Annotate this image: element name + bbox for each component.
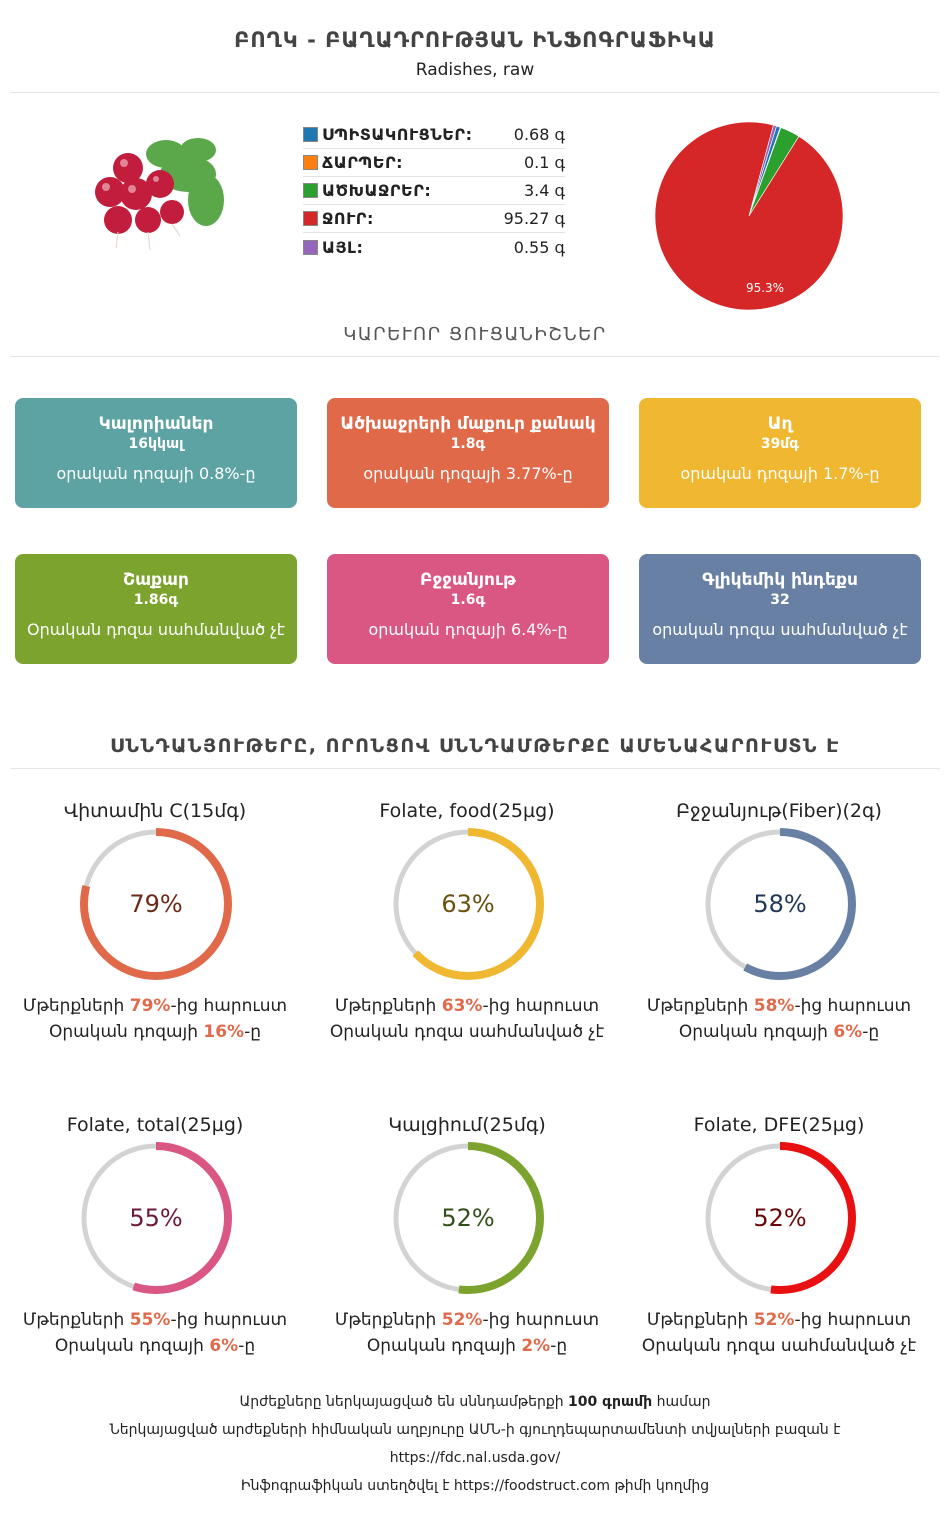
nutrient-daily-line: Օրական դոզայի 6%-ը [678,1022,880,1042]
ring-percent-label: 79% [129,890,183,918]
indicator-card: Ածխաջրերի մաքուր քանակ 1.8գ օրական դոզայի … [327,398,609,508]
nutrient-title: Folate, DFE(25µg) [693,1114,865,1136]
nutrient-daily-line: Օրական դոզա սահմանված չէ [329,1022,605,1042]
nutrient-daily-line: Օրական դոզայի 2%-ը [366,1336,568,1356]
card-amount: 16կկալ [128,436,184,452]
composition-row: ՍՊԻՏԱԿՈՒՑՆԵՐ: 0.68 գ [303,121,565,149]
legend-swatch [303,183,318,198]
footer-source: Ներկայացված արժեքների հիմնական աղբյուրը … [109,1422,841,1438]
nutrient-rank-line: Մթերքների 79%-ից հարուստ [22,996,288,1016]
nutrient-ring: 63% [388,824,548,984]
nutrient-daily-line: Օրական դոզայի 6%-ը [54,1336,256,1356]
card-daily-value: օրական դոզայի 6.4%-ը [368,620,568,639]
pie-slice [748,124,777,217]
card-daily-value: օրական դոզա սահմանված չէ [652,620,908,639]
nutrients-heading: ՍՆՆԴԱՆՅՈՒԹԵՐԸ, ՈՐՈՆՑՈՎ ՍՆՆԴԱՄԹԵՐՔԸ ԱՄԵՆԱ… [110,735,840,757]
legend-swatch [303,239,318,255]
nutrient-title: Բջջանյութ(Fiber)(2գ) [676,800,882,822]
indicator-card: Կալորիաներ 16կկալ օրական դոզայի 0.8%-ը [15,398,297,508]
indicator-card: Շաքար 1.86գ Օրական դոզա սահմանված չէ [15,554,297,664]
composition-row: ՋՈՒՐ: 95.27 գ [303,205,565,233]
nutrient-title: Վիտամին C(15մգ) [63,800,247,822]
divider [10,92,940,93]
footer-credit: Ինֆոգրաֆիկան ստեղծվել է https://foodstru… [240,1478,710,1494]
card-amount: 39մգ [760,436,800,452]
card-title: Բջջանյութ [420,570,516,590]
composition-value: 95.27 գ [503,209,565,228]
composition-table: ՍՊԻՏԱԿՈՒՑՆԵՐ: 0.68 գ ՃԱՐՊԵՐ: 0.1 գ ԱԾԽԱՋՐԵՐ:… [303,121,565,261]
nutrient-title: Կալցիում(25մգ) [388,1114,546,1136]
nutrient-ring: 79% [76,824,236,984]
nutrient-rank-line: Մթերքների 63%-ից հարուստ [334,996,600,1016]
nutrient-ring: 58% [700,824,860,984]
composition-label: ՍՊԻՏԱԿՈՒՑՆԵՐ: [322,125,473,144]
composition-value: 0.1 գ [523,153,565,172]
indicator-card: Գլիկեմիկ ինդեքս 32 օրական դոզա սահմանված չ… [639,554,921,664]
composition-label: ԱՅԼ: [322,237,364,257]
ring-percent-label: 55% [129,1204,183,1232]
ring-progress [80,1142,232,1294]
composition-label: ՃԱՐՊԵՐ: [322,153,404,172]
ring-progress [704,1142,856,1294]
food-name: Radishes, raw [415,60,535,80]
ring-percent-label: 58% [753,890,807,918]
composition-value: 3.4 գ [523,181,565,200]
composition-row: ԱՅԼ: 0.55 գ [303,233,565,261]
nutrient-rank-line: Մթերքների 58%-ից հարուստ [646,996,912,1016]
composition-label: ԱԾԽԱՋՐԵՐ: [322,181,432,200]
nutrient-daily-line: Օրական դոզայի 16%-ը [48,1022,262,1042]
card-daily-value: օրական դոզայի 3.77%-ը [363,464,573,483]
page-title: ԲՈՂԿ - ԲԱՂԱԴՐՈՒԹՅԱՆ ԻՆՖՈԳՐԱՖԻԿԱ [234,28,716,52]
ring-percent-label: 52% [441,1204,495,1232]
divider [10,356,940,357]
indicator-card: Բջջանյութ 1.6գ օրական դոզայի 6.4%-ը [327,554,609,664]
nutrient-ring: 52% [700,1138,860,1298]
card-title: Կալորիաներ [98,414,214,434]
card-amount: 32 [770,592,790,608]
card-daily-value: օրական դոզայի 0.8%-ը [56,464,256,483]
composition-row: ՃԱՐՊԵՐ: 0.1 գ [303,149,565,177]
radish-image [95,138,224,251]
pie-slice-label: 95.3% [746,281,784,295]
ring-progress [80,828,232,980]
nutrient-title: Folate, total(25µg) [66,1114,244,1136]
card-daily-value: Օրական դոզա սահմանված չէ [26,620,286,639]
legend-swatch [303,211,318,226]
nutrient-rank-line: Մթերքների 52%-ից հարուստ [334,1310,600,1330]
nutrient-daily-line: Օրական դոզա սահմանված չէ [641,1336,917,1356]
ring-progress [392,828,544,980]
indicator-card: Աղ 39մգ օրական դոզայի 1.7%-ը [639,398,921,508]
nutrient-rank-line: Մթերքների 52%-ից հարուստ [646,1310,912,1330]
foodstruct-link[interactable]: https://foodstruct.com [453,1478,610,1494]
composition-value: 0.55 գ [513,237,565,257]
ring-progress [392,1142,544,1294]
composition-label: ՋՈՒՐ: [322,209,374,228]
key-indicators-heading: ԿԱՐԵՒՈՐ ՑՈՒՑԱՆԻՇՆԵՐ [343,324,607,345]
nutrient-title: Folate, food(25µg) [379,800,555,822]
card-title: Շաքար [123,570,189,590]
ring-progress [704,828,856,980]
legend-swatch [303,127,318,142]
footer-source-link[interactable]: https://fdc.nal.usda.gov/ [389,1450,561,1466]
nutrient-ring: 52% [388,1138,548,1298]
divider [10,768,940,769]
footer-note: Արժեքները ներկայացված են սննդամթերքի 100… [239,1394,711,1410]
card-amount: 1.6գ [450,592,486,608]
nutrient-rank-line: Մթերքների 55%-ից հարուստ [22,1310,288,1330]
card-title: Գլիկեմիկ ինդեքս [702,570,858,590]
card-daily-value: օրական դոզայի 1.7%-ը [680,464,880,483]
card-amount: 1.86գ [133,592,179,608]
card-title: Ածխաջրերի մաքուր քանակ [340,414,596,434]
composition-value: 0.68 գ [513,125,565,144]
legend-swatch [303,155,318,170]
ring-percent-label: 52% [753,1204,807,1232]
ring-percent-label: 63% [441,890,495,918]
composition-row: ԱԾԽԱՋՐԵՐ: 3.4 գ [303,177,565,205]
composition-pie-chart: 95.3% [655,121,844,311]
nutrient-ring: 55% [76,1138,236,1298]
card-amount: 1.8գ [450,436,486,452]
card-title: Աղ [767,414,793,434]
